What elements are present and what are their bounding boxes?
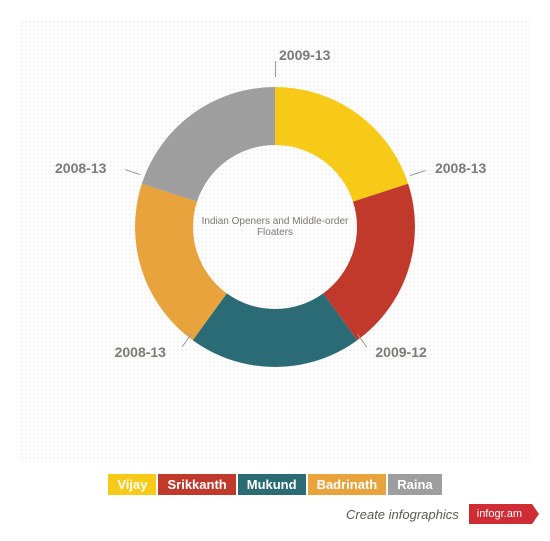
legend-item-srikkanth[interactable]: Srikkanth <box>158 474 235 495</box>
slice-label-raina: 2008-13 <box>55 160 106 176</box>
legend-item-vijay[interactable]: Vijay <box>108 474 156 495</box>
legend-item-mukund[interactable]: Mukund <box>238 474 306 495</box>
slice-label-mukund: 2009-12 <box>375 344 426 360</box>
slice-tick <box>275 61 276 77</box>
slice-label-vijay: 2009-13 <box>279 47 330 63</box>
infogram-badge[interactable]: infogr.am <box>469 504 532 524</box>
slice-label-srikkanth: 2008-13 <box>435 160 486 176</box>
legend-item-raina[interactable]: Raina <box>388 474 441 495</box>
legend-item-badrinath[interactable]: Badrinath <box>308 474 387 495</box>
chart-center-label: Indian Openers and Middle-order Floaters <box>185 216 365 238</box>
donut-slice-raina[interactable] <box>142 87 275 202</box>
legend: VijaySrikkanthMukundBadrinathRaina <box>0 474 550 495</box>
slice-label-badrinath: 2008-13 <box>115 344 166 360</box>
donut-chart: Indian Openers and Middle-order Floaters <box>135 87 415 367</box>
chart-frame: Indian Openers and Middle-order Floaters… <box>20 20 530 462</box>
footer-link[interactable]: Create infographics <box>346 507 459 522</box>
donut-slice-vijay[interactable] <box>275 87 408 202</box>
footer: Create infographics infogr.am <box>346 504 532 524</box>
